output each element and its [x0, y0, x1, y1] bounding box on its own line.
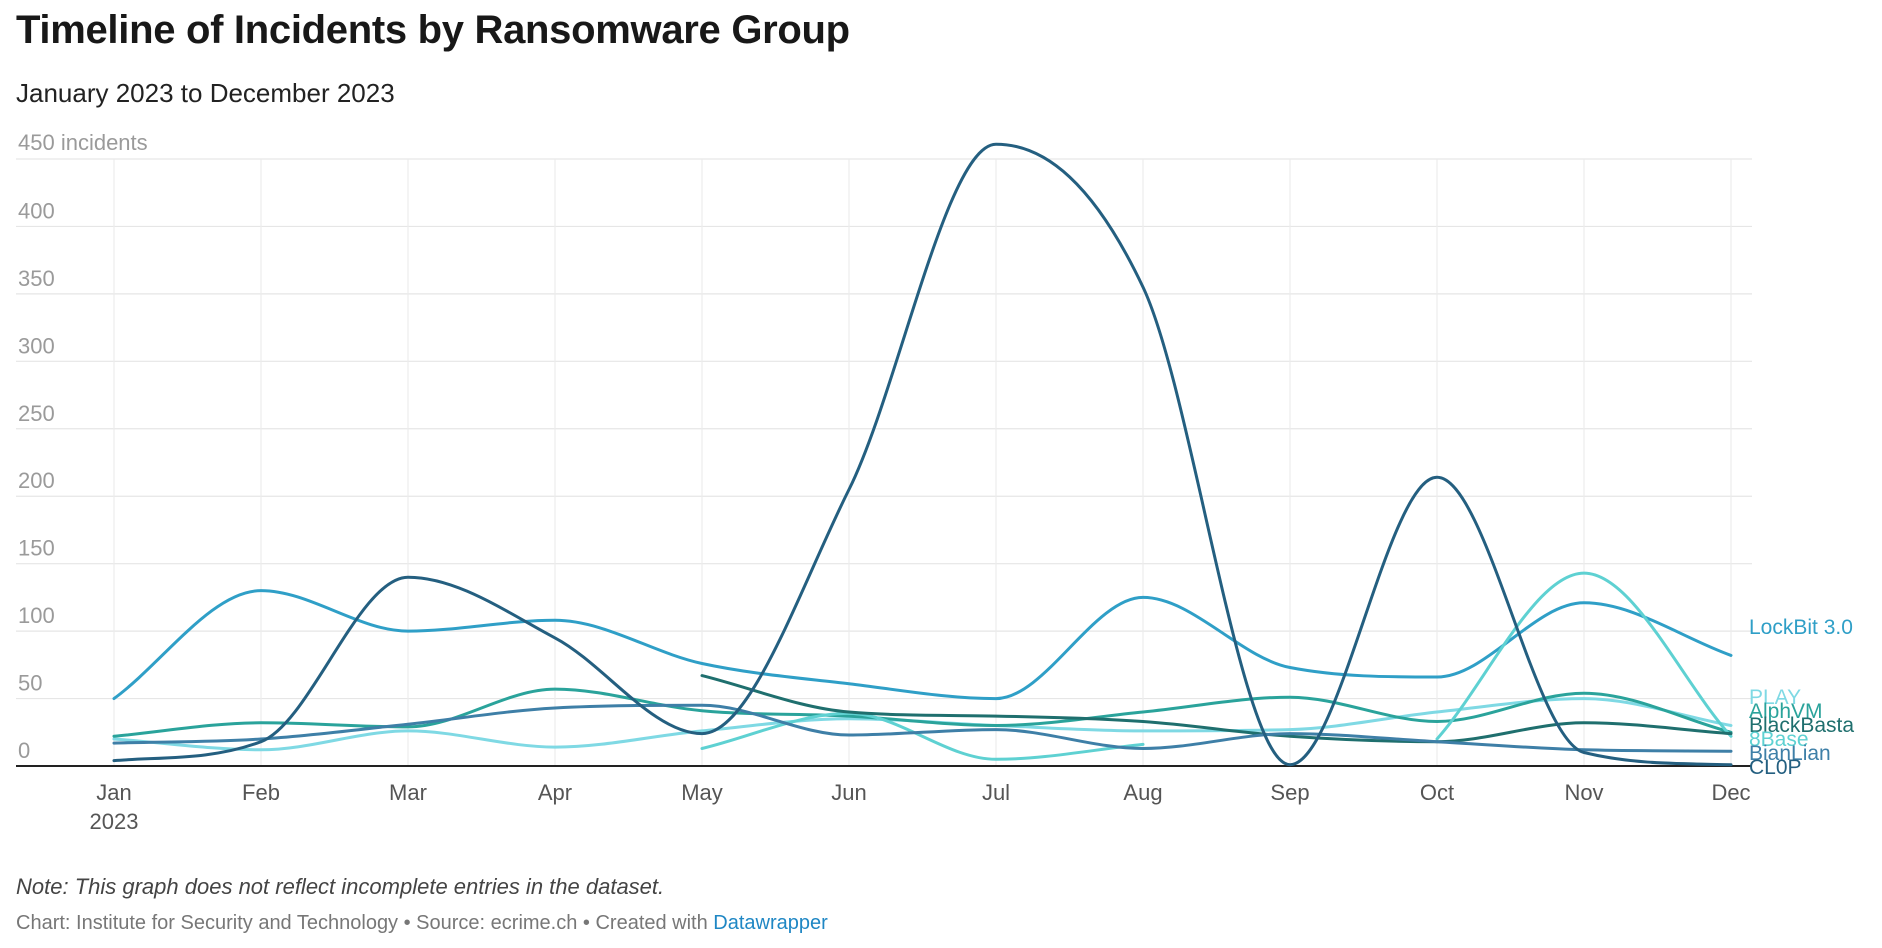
series-line-8base: [700, 711, 1145, 761]
series-label-lockbit-3-0: LockBit 3.0: [1749, 616, 1853, 639]
x-tick-label: Apr: [538, 780, 572, 805]
series-label-blackbasta: BlackBasta: [1749, 714, 1854, 737]
datawrapper-link[interactable]: Datawrapper: [713, 912, 828, 934]
series-line-8base: [1435, 571, 1733, 741]
series-labels: LockBit 3.0 PLAYAlphVMBlackBasta8BaseBian…: [1749, 616, 1854, 779]
x-year-label: 2023: [90, 809, 139, 834]
series-line-cl0p: [112, 142, 1733, 767]
series-lockbit-3-0: [112, 589, 1733, 701]
y-unit-label: 450 incidents: [18, 130, 148, 155]
x-tick-label: Jan: [96, 780, 131, 805]
series-blackbasta: [700, 674, 1733, 744]
y-tick-label: 400: [18, 198, 55, 223]
x-tick-label: Nov: [1564, 780, 1603, 805]
series-line-bianlian: [112, 703, 1733, 753]
y-tick-label: 350: [18, 266, 55, 291]
series-cl0p: [112, 142, 1733, 767]
footer-credit: Chart: Institute for Security and Techno…: [16, 912, 714, 934]
chart-note: Note: This graph does not reflect incomp…: [16, 874, 665, 899]
series-play: [112, 697, 1733, 752]
grid-lines: [16, 158, 1752, 766]
series-label-cl0p: CL0P: [1749, 756, 1802, 779]
x-tick-label: Jul: [982, 780, 1010, 805]
series-8base: [700, 571, 1733, 761]
series-line-lockbit-3-0: [112, 589, 1733, 701]
y-tick-label: 150: [18, 536, 55, 561]
line-chart: 0 50 100 150 200 250 300 350 400 450 incidents Ja…: [16, 130, 1854, 834]
x-tick-label: Jun: [831, 780, 866, 805]
y-tick-label: 50: [18, 671, 42, 696]
series-label-play: PLAY: [1749, 686, 1801, 709]
series-line-play: [112, 697, 1733, 752]
y-tick-label: 100: [18, 603, 55, 628]
x-tick-label: May: [681, 780, 723, 805]
series-line-blackbasta: [700, 674, 1733, 744]
chart-footer: Chart: Institute for Security and Techno…: [16, 912, 828, 935]
series-bianlian: [112, 703, 1733, 753]
x-tick-label: Oct: [1420, 780, 1454, 805]
y-tick-label: 0: [18, 738, 30, 763]
y-tick-label: 250: [18, 401, 55, 426]
y-axis: 0 50 100 150 200 250 300 350 400 450 incidents: [18, 130, 148, 763]
x-tick-label: Mar: [389, 780, 427, 805]
series-label-8base: 8Base: [1749, 728, 1809, 751]
chart-subtitle: January 2023 to December 2023: [16, 78, 395, 108]
y-tick-label: 200: [18, 468, 55, 493]
series-label-bianlian: BianLian: [1749, 742, 1831, 765]
x-tick-label: Dec: [1711, 780, 1750, 805]
x-axis: Jan Feb Mar Apr May Jun Jul Aug Sep Oct Nov Dec 2023: [16, 765, 1752, 834]
y-tick-label: 300: [18, 333, 55, 358]
x-tick-label: Sep: [1270, 780, 1309, 805]
series-label-alphvm: AlphVM: [1749, 700, 1823, 723]
chart-title: Timeline of Incidents by Ransomware Grou…: [16, 8, 850, 52]
series-lines: [112, 142, 1733, 767]
x-tick-label: Aug: [1123, 780, 1162, 805]
x-tick-label: Feb: [242, 780, 280, 805]
